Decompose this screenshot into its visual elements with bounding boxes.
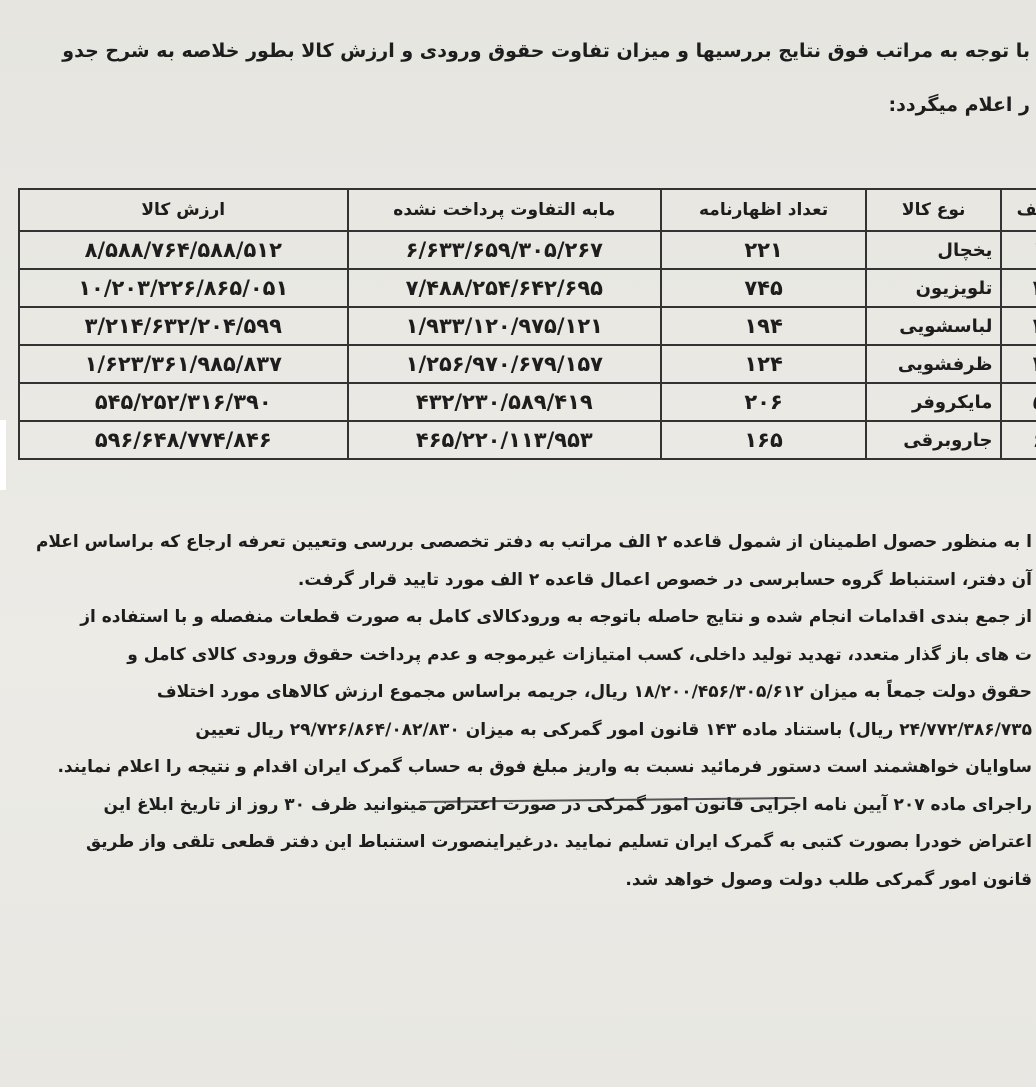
table-cell: ۱۶۵ bbox=[660, 420, 867, 460]
body-line: ۲۴/۷۷۲/۳۸۶/۷۳۵ ریال) باستناد ماده ۱۴۳ قا… bbox=[195, 719, 1032, 740]
table-cell: ۵۹۶/۶۴۸/۷۷۴/۸۴۶ bbox=[18, 420, 349, 460]
table-row: ۲تلویزیون۷۴۵۷/۴۸۸/۲۵۴/۶۴۲/۶۹۵۱۰/۲۰۳/۲۲۶/… bbox=[18, 268, 1036, 308]
table-cell: ۸/۵۸۸/۷۶۴/۵۸۸/۵۱۲ bbox=[18, 230, 349, 270]
table-cell: جاروبرقی bbox=[864, 420, 1003, 460]
body-line: قانون امور گمرکی طلب دولت وصول خواهد شد. bbox=[625, 869, 1032, 890]
column-header: مابه التفاوت پرداخت نشده bbox=[346, 188, 663, 232]
table-cell: ۶ bbox=[1000, 420, 1036, 460]
header-line: ر اعلام میگردد: bbox=[888, 94, 1031, 116]
body-line: ت های باز گذار متعدد، تهدید تولید داخلی،… bbox=[127, 644, 1032, 665]
body-line: ساوایان خواهشمند است دستور فرمائید نسبت … bbox=[57, 757, 1032, 777]
table-cell: ۴ bbox=[1000, 344, 1036, 384]
table-cell: ۲ bbox=[1000, 268, 1036, 308]
table-cell: ۲۲۱ bbox=[660, 230, 867, 270]
table-row: ۶جاروبرقی۱۶۵۴۶۵/۲۲۰/۱۱۳/۹۵۳۵۹۶/۶۴۸/۷۷۴/۸… bbox=[18, 420, 1036, 460]
table-cell: ۱۹۴ bbox=[660, 306, 867, 346]
table-cell: تلویزیون bbox=[864, 268, 1003, 308]
table-cell: ۱۲۴ bbox=[660, 344, 867, 384]
table-cell: ۵۴۵/۲۵۲/۳۱۶/۳۹۰ bbox=[18, 382, 349, 422]
table-cell: ۷/۴۸۸/۲۵۴/۶۴۲/۶۹۵ bbox=[346, 268, 663, 308]
body-line: ا به منظور حصول اطمینان از شمول قاعده ۲ … bbox=[35, 532, 1032, 552]
table-cell: ۴۶۵/۲۲۰/۱۱۳/۹۵۳ bbox=[346, 420, 663, 460]
body-line: حقوق دولت جمعاً به میزان ۱۸/۲۰۰/۴۵۶/۳۰۵/… bbox=[156, 682, 1032, 702]
table-cell: ۶/۶۳۳/۶۵۹/۳۰۵/۲۶۷ bbox=[346, 230, 663, 270]
table-cell: ۳/۲۱۴/۶۳۲/۲۰۴/۵۹۹ bbox=[18, 306, 349, 346]
table-cell: ۷۴۵ bbox=[660, 268, 867, 308]
table-cell: ۱ bbox=[1000, 230, 1036, 270]
header-line: با توجه به مراتب فوق نتایج بررسیها و میز… bbox=[62, 40, 1030, 62]
column-header: تعداد اظهارنامه bbox=[660, 188, 867, 232]
table-cell: ۵ bbox=[1000, 382, 1036, 422]
table-cell: ۱۰/۲۰۳/۲۲۶/۸۶۵/۰۵۱ bbox=[18, 268, 349, 308]
table-cell: یخچال bbox=[864, 230, 1003, 270]
column-header: ارزش کالا bbox=[18, 188, 349, 232]
table-cell: ۱/۹۳۳/۱۲۰/۹۷۵/۱۲۱ bbox=[346, 306, 663, 346]
body-line: آن دفتر، استنباط گروه حسابرسی در خصوص اع… bbox=[297, 569, 1032, 590]
table-cell: ۲۰۶ bbox=[660, 382, 867, 422]
table-cell: لباسشویی bbox=[864, 306, 1003, 346]
table-row: ۳لباسشویی۱۹۴۱/۹۳۳/۱۲۰/۹۷۵/۱۲۱۳/۲۱۴/۶۳۲/۲… bbox=[18, 306, 1036, 346]
table-cell: ۱/۲۵۶/۹۷۰/۶۷۹/۱۵۷ bbox=[346, 344, 663, 384]
column-header: نوع کالا bbox=[864, 188, 1003, 232]
scan-edge bbox=[0, 420, 6, 490]
body-line: از جمع بندی اقدامات انجام شده و نتایج حا… bbox=[80, 607, 1032, 627]
table-row: ۴ظرفشویی۱۲۴۱/۲۵۶/۹۷۰/۶۷۹/۱۵۷۱/۶۲۳/۳۶۱/۹۸… bbox=[18, 344, 1036, 384]
table-row: ۱یخچال۲۲۱۶/۶۳۳/۶۵۹/۳۰۵/۲۶۷۸/۵۸۸/۷۶۴/۵۸۸/… bbox=[18, 230, 1036, 270]
column-header: ردیف bbox=[1000, 188, 1036, 232]
table-cell: ۳ bbox=[1000, 306, 1036, 346]
table-cell: ظرفشویی bbox=[864, 344, 1003, 384]
table-cell: ۱/۶۲۳/۳۶۱/۹۸۵/۸۳۷ bbox=[18, 344, 349, 384]
table-cell: ۴۳۲/۲۳۰/۵۸۹/۴۱۹ bbox=[346, 382, 663, 422]
body-line: راجرای ماده ۲۰۷ آیین نامه اجرایی قانون ا… bbox=[103, 794, 1032, 815]
body-line: اعتراض خودرا بصورت کتبی به گمرک ایران تس… bbox=[85, 832, 1032, 852]
table-body: ۱یخچال۲۲۱۶/۶۳۳/۶۵۹/۳۰۵/۲۶۷۸/۵۸۸/۷۶۴/۵۸۸/… bbox=[18, 230, 1036, 460]
table-cell: مایکروفر bbox=[864, 382, 1003, 422]
table-row: ۵مایکروفر۲۰۶۴۳۲/۲۳۰/۵۸۹/۴۱۹۵۴۵/۲۵۲/۳۱۶/۳… bbox=[18, 382, 1036, 422]
